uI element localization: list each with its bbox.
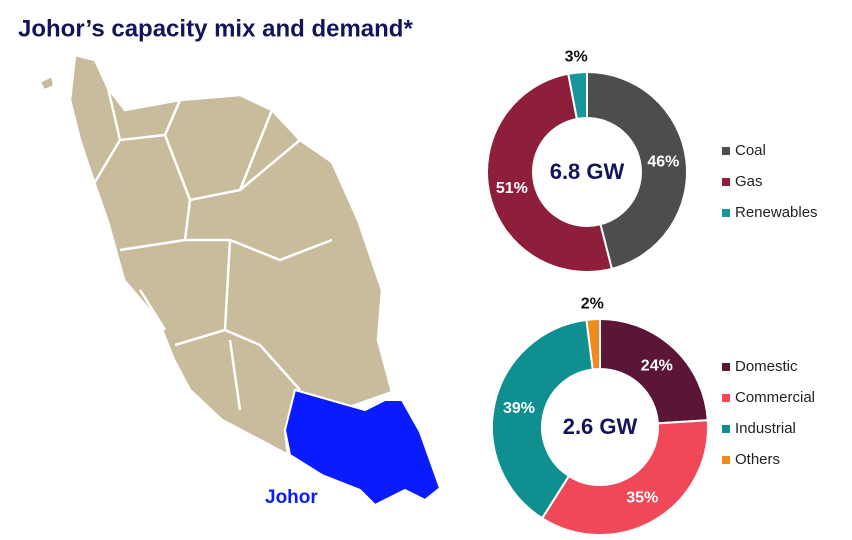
legend-label: Others <box>735 451 780 468</box>
slide-title: Johor’s capacity mix and demand* <box>18 15 413 42</box>
data-label: 51% <box>496 180 528 197</box>
data-label: 35% <box>626 490 658 507</box>
legend-label: Industrial <box>735 420 796 437</box>
donut-segment <box>486 72 614 273</box>
data-label: 24% <box>641 358 673 375</box>
donut-segment <box>586 70 688 271</box>
state-borders <box>93 87 333 411</box>
legend-swatch <box>722 363 730 371</box>
donut-segment <box>567 70 588 121</box>
legend-swatch <box>722 147 730 155</box>
center-label: 2.6 GW <box>563 414 638 439</box>
legend-swatch <box>722 178 730 186</box>
center-label: 6.8 GW <box>550 159 625 184</box>
legend-label: Gas <box>735 173 763 190</box>
island <box>38 74 56 92</box>
legend-label: Domestic <box>735 358 798 375</box>
legend-swatch <box>722 209 730 217</box>
legend-swatch <box>722 456 730 464</box>
data-label: 46% <box>647 154 679 171</box>
map: Johor <box>38 53 442 508</box>
legend-label: Commercial <box>735 389 815 406</box>
legend-label: Renewables <box>735 204 818 221</box>
data-label: 39% <box>503 400 535 417</box>
donut-segment <box>585 317 601 371</box>
donut-segment <box>540 419 709 536</box>
legend-swatch <box>722 425 730 433</box>
johor-region <box>283 388 442 507</box>
map-label: Johor <box>265 487 318 508</box>
donut-segment <box>491 318 594 520</box>
legend-swatch <box>722 394 730 402</box>
peninsula <box>68 53 394 458</box>
donut-segment <box>599 317 709 425</box>
data-label: 3% <box>565 49 588 66</box>
legend-label: Coal <box>735 142 766 159</box>
data-label: 2% <box>581 295 604 312</box>
